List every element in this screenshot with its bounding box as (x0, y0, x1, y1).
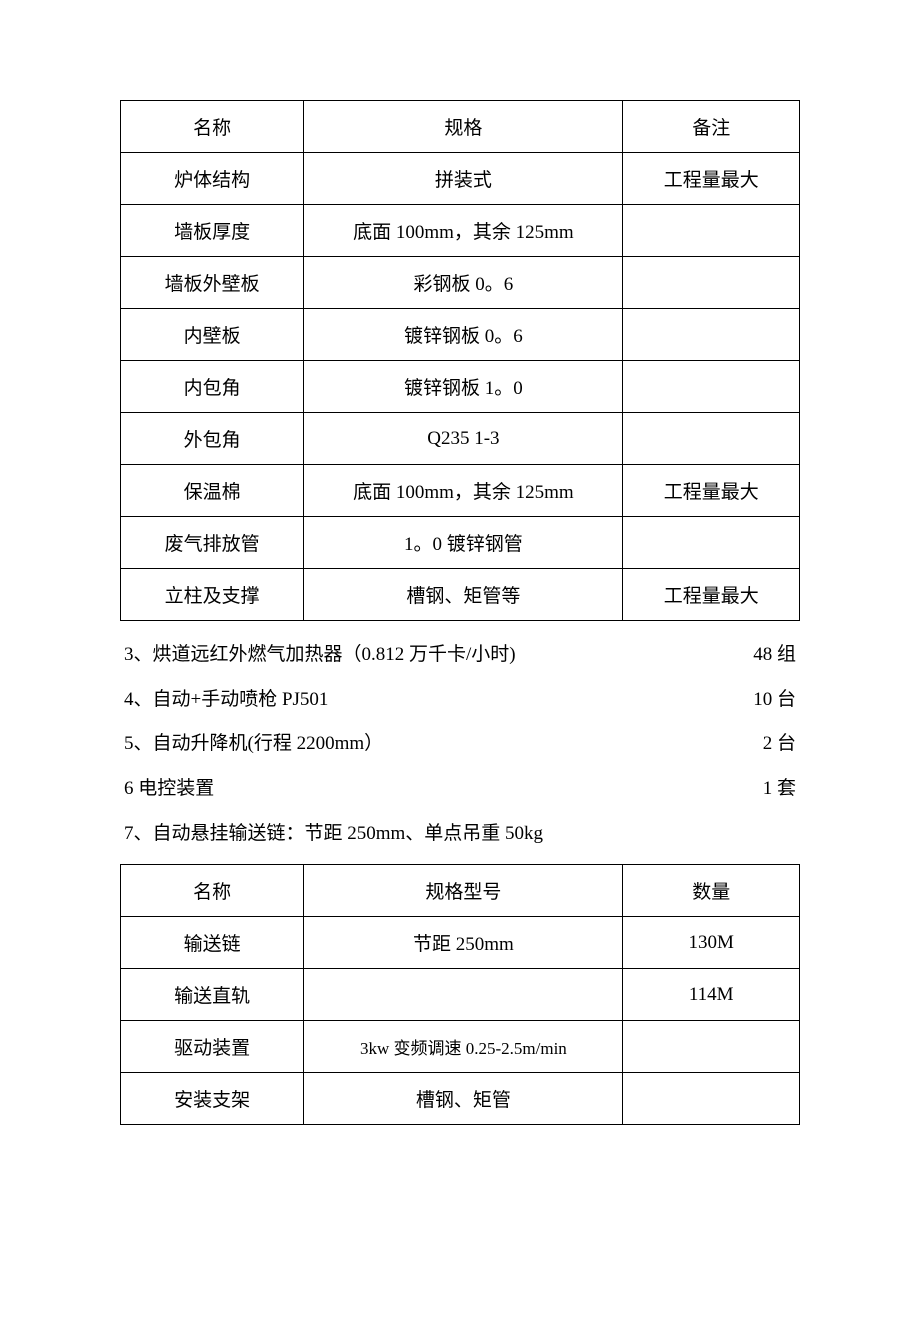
cell: 工程量最大 (623, 569, 800, 621)
cell (623, 1073, 800, 1125)
cell: 底面 100mm，其余 125mm (304, 465, 623, 517)
cell: 输送直轨 (121, 969, 304, 1021)
cell: 驱动装置 (121, 1021, 304, 1073)
cell (623, 1021, 800, 1073)
cell: 立柱及支撑 (121, 569, 304, 621)
list-item-right: 48 组 (736, 633, 796, 678)
table-2-header-2: 数量 (623, 865, 800, 917)
table-1-header-row: 名称 规格 备注 (121, 101, 800, 153)
table-row: 炉体结构 拼装式 工程量最大 (121, 153, 800, 205)
table-1: 名称 规格 备注 炉体结构 拼装式 工程量最大 墙板厚度 底面 100mm，其余… (120, 100, 800, 621)
table-1-header-0: 名称 (121, 101, 304, 153)
cell: 墙板外壁板 (121, 257, 304, 309)
cell (304, 969, 623, 1021)
cell (623, 309, 800, 361)
cell (623, 257, 800, 309)
table-row: 墙板外壁板 彩钢板 0。6 (121, 257, 800, 309)
cell: 保温棉 (121, 465, 304, 517)
list-item-right: 2 台 (736, 722, 796, 767)
cell: 130M (623, 917, 800, 969)
table-row: 安装支架 槽钢、矩管 (121, 1073, 800, 1125)
cell: 工程量最大 (623, 153, 800, 205)
cell: 安装支架 (121, 1073, 304, 1125)
cell: 镀锌钢板 1。0 (304, 361, 623, 413)
table-2-header-0: 名称 (121, 865, 304, 917)
table-row: 立柱及支撑 槽钢、矩管等 工程量最大 (121, 569, 800, 621)
table-row: 输送链 节距 250mm 130M (121, 917, 800, 969)
document-content: 名称 规格 备注 炉体结构 拼装式 工程量最大 墙板厚度 底面 100mm，其余… (120, 100, 800, 1125)
cell (623, 413, 800, 465)
table-row: 内包角 镀锌钢板 1。0 (121, 361, 800, 413)
table-row: 外包角 Q235 1-3 (121, 413, 800, 465)
list-item-4: 4、自动+手动喷枪 PJ501 10 台 (120, 678, 800, 723)
table-2-header-row: 名称 规格型号 数量 (121, 865, 800, 917)
list-item-left: 4、自动+手动喷枪 PJ501 (124, 678, 328, 723)
list-item-right: 1 套 (736, 767, 796, 812)
cell: 镀锌钢板 0。6 (304, 309, 623, 361)
cell: 墙板厚度 (121, 205, 304, 257)
list-item-7-heading: 7、自动悬挂输送链：节距 250mm、单点吊重 50kg (120, 812, 800, 857)
list-item-5: 5、自动升降机(行程 2200mm） 2 台 (120, 722, 800, 767)
cell: 内包角 (121, 361, 304, 413)
table-1-header-1: 规格 (304, 101, 623, 153)
cell: 彩钢板 0。6 (304, 257, 623, 309)
cell: 槽钢、矩管 (304, 1073, 623, 1125)
cell (623, 205, 800, 257)
cell (623, 361, 800, 413)
list-item-6: 6 电控装置 1 套 (120, 767, 800, 812)
cell: 外包角 (121, 413, 304, 465)
cell: 槽钢、矩管等 (304, 569, 623, 621)
list-item-left: 6 电控装置 (124, 767, 214, 812)
list-item-left: 3、烘道远红外燃气加热器（0.812 万千卡/小时) (124, 633, 516, 678)
cell: 3kw 变频调速 0.25-2.5m/min (304, 1021, 623, 1073)
table-2: 名称 规格型号 数量 输送链 节距 250mm 130M 输送直轨 114M 驱… (120, 864, 800, 1125)
cell (623, 517, 800, 569)
list-item-3: 3、烘道远红外燃气加热器（0.812 万千卡/小时) 48 组 (120, 633, 800, 678)
table-row: 废气排放管 1。0 镀锌钢管 (121, 517, 800, 569)
cell: 废气排放管 (121, 517, 304, 569)
cell: 炉体结构 (121, 153, 304, 205)
table-row: 驱动装置 3kw 变频调速 0.25-2.5m/min (121, 1021, 800, 1073)
list-item-right: 10 台 (736, 678, 796, 723)
cell: 拼装式 (304, 153, 623, 205)
table-row: 保温棉 底面 100mm，其余 125mm 工程量最大 (121, 465, 800, 517)
cell: 114M (623, 969, 800, 1021)
table-row: 输送直轨 114M (121, 969, 800, 1021)
table-1-header-2: 备注 (623, 101, 800, 153)
cell: 输送链 (121, 917, 304, 969)
cell: 内壁板 (121, 309, 304, 361)
cell: 1。0 镀锌钢管 (304, 517, 623, 569)
cell: 工程量最大 (623, 465, 800, 517)
cell: Q235 1-3 (304, 413, 623, 465)
list-item-left: 5、自动升降机(行程 2200mm） (124, 722, 383, 767)
table-row: 墙板厚度 底面 100mm，其余 125mm (121, 205, 800, 257)
table-row: 内壁板 镀锌钢板 0。6 (121, 309, 800, 361)
cell: 节距 250mm (304, 917, 623, 969)
cell: 底面 100mm，其余 125mm (304, 205, 623, 257)
table-2-header-1: 规格型号 (304, 865, 623, 917)
